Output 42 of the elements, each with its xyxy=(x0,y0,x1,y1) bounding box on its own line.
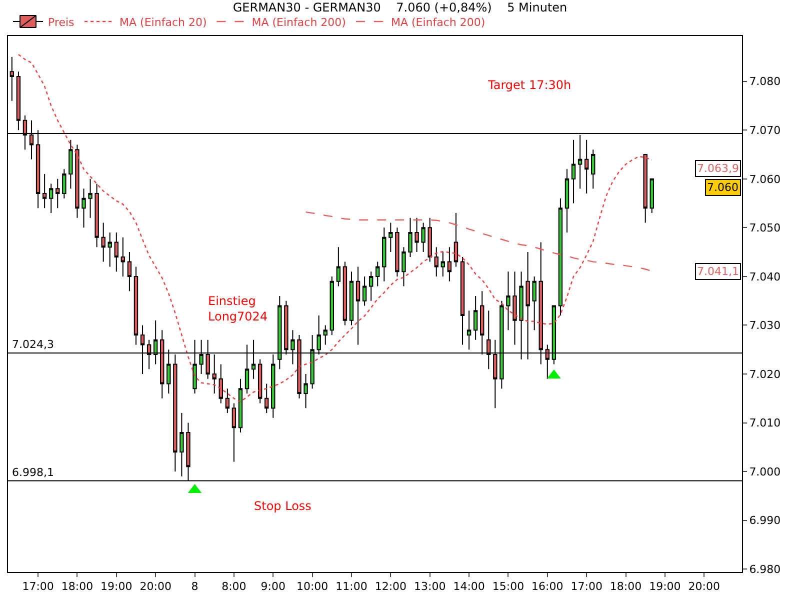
x-tick-label: 19:00 xyxy=(100,580,132,594)
x-tick-label: 10:00 xyxy=(296,580,328,594)
y-tick-label: 7.070 xyxy=(749,124,781,137)
x-tick-label: 14:00 xyxy=(453,580,485,594)
x-tick-label: 20:00 xyxy=(140,580,172,594)
x-tick-label: 17:00 xyxy=(22,580,54,594)
x-tick-label: 8:00 xyxy=(222,580,246,594)
legend-label: MA (Einfach 200) xyxy=(252,16,346,29)
x-tick-label: 16:00 xyxy=(532,580,564,594)
y-tick-label: 7.060 xyxy=(749,172,781,186)
x-tick-label: 13:00 xyxy=(414,580,446,594)
y-tick-label: 7.020 xyxy=(749,368,781,381)
annotation: 7.060 xyxy=(707,181,738,194)
annotation: Einstieg Long7024 xyxy=(208,294,268,324)
legend-label: Preis xyxy=(48,16,75,29)
x-tick-label: 20:00 xyxy=(688,580,720,594)
y-tick-label: 7.000 xyxy=(749,465,781,478)
x-tick-label: 11:00 xyxy=(336,580,368,594)
y-tick-label: 6.980 xyxy=(749,562,781,576)
legend-label: MA (Einfach 200) xyxy=(390,16,486,29)
ref-line-label: 6.998,1 xyxy=(12,466,54,479)
y-tick-label: 7.010 xyxy=(749,416,781,430)
annotation: 7.041,1 xyxy=(697,265,739,278)
annotation: Stop Loss xyxy=(254,499,312,513)
x-tick-label: 9:00 xyxy=(260,580,286,594)
legend-label: MA (Einfach 20) xyxy=(120,16,207,29)
chart-title: GERMAN30 - GERMAN30 7.060 (+0,84%) 5 Minuten xyxy=(232,0,568,14)
ref-line-label: 7.024,3 xyxy=(12,338,54,351)
x-tick-label: 8 xyxy=(191,580,198,594)
annotation: 7.063,9 xyxy=(697,162,739,175)
annotation: Target 17:30h xyxy=(487,78,572,92)
y-tick-label: 7.030 xyxy=(749,319,781,332)
x-tick-label: 17:00 xyxy=(570,580,602,594)
x-tick-label: 19:00 xyxy=(649,580,681,594)
x-tick-label: 18:00 xyxy=(61,580,94,594)
y-tick-label: 6.990 xyxy=(749,514,781,528)
y-tick-label: 7.040 xyxy=(749,270,781,284)
x-tick-label: 15:00 xyxy=(492,580,524,594)
y-tick-label: 7.050 xyxy=(749,222,781,235)
y-tick-label: 7.080 xyxy=(749,75,781,88)
x-tick-label: 18:00 xyxy=(610,580,642,594)
x-tick-label: 12:00 xyxy=(374,580,407,594)
